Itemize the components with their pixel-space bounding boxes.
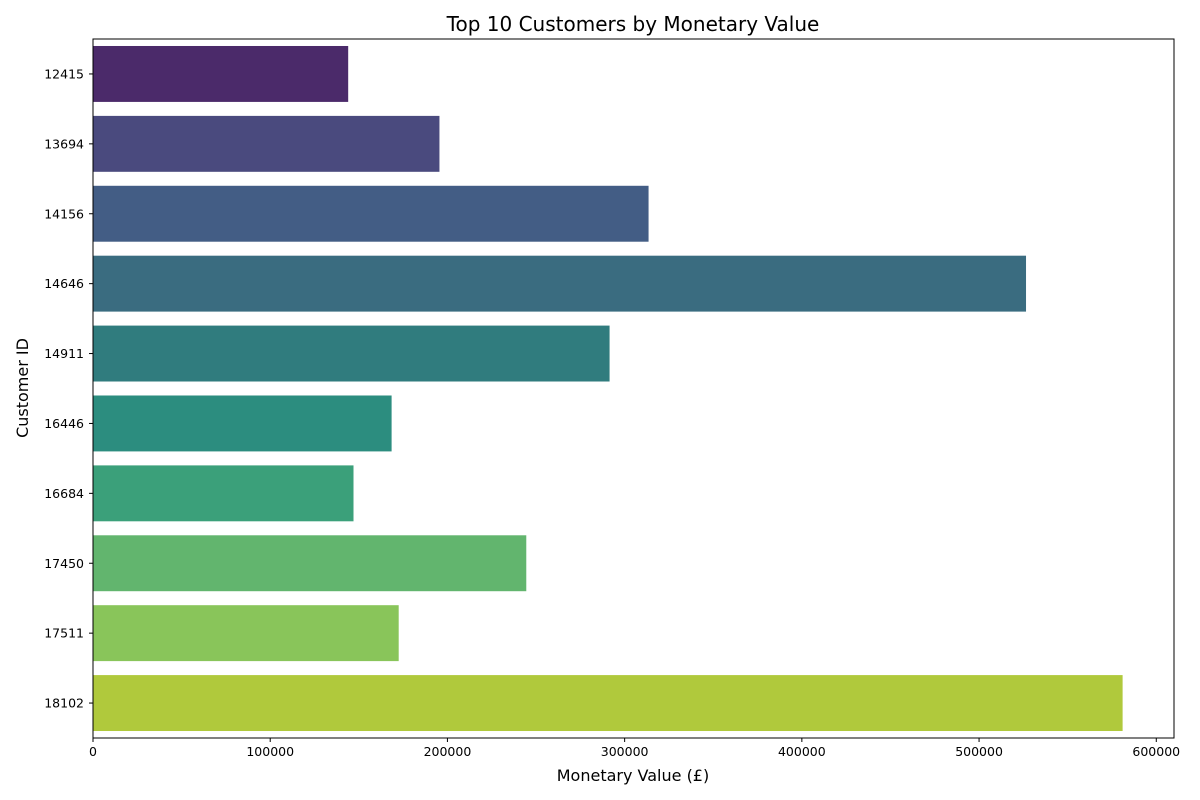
x-tick-label: 200000 <box>424 744 472 759</box>
bar-16446 <box>93 395 392 452</box>
x-ticks-group: 0 100000 200000 300000 400000 500000 600000 <box>89 738 1180 759</box>
bar-18102 <box>93 675 1123 732</box>
bar-16684 <box>93 465 354 522</box>
bars-group <box>93 45 1123 732</box>
x-axis-label: Monetary Value (£) <box>557 766 709 785</box>
y-axis-label: Customer ID <box>13 338 32 438</box>
y-tick-label: 14156 <box>44 206 84 221</box>
y-tick-label: 16446 <box>44 416 84 431</box>
y-tick-label: 17511 <box>44 626 84 641</box>
y-tick-label: 12415 <box>44 66 84 81</box>
x-tick-label: 500000 <box>955 744 1003 759</box>
x-tick-label: 100000 <box>246 744 294 759</box>
bar-12415 <box>93 45 349 102</box>
y-tick-label: 16684 <box>44 486 84 501</box>
bar-13694 <box>93 115 440 172</box>
y-ticks-group: 12415 13694 14156 14646 14911 16446 16684 17450… <box>44 66 93 711</box>
y-tick-label: 14646 <box>44 276 84 291</box>
bar-17511 <box>93 605 399 662</box>
y-tick-label: 17450 <box>44 556 84 571</box>
plot-frame <box>92 38 1175 739</box>
chart-title: Top 10 Customers by Monetary Value <box>446 12 820 36</box>
bar-17450 <box>93 535 527 592</box>
x-tick-label: 300000 <box>601 744 649 759</box>
x-tick-label: 600000 <box>1132 744 1180 759</box>
y-tick-label: 14911 <box>44 346 84 361</box>
y-tick-label: 18102 <box>44 696 84 711</box>
bar-14911 <box>93 325 610 382</box>
x-tick-label: 0 <box>89 744 97 759</box>
x-tick-label: 400000 <box>778 744 826 759</box>
y-tick-label: 13694 <box>44 136 84 151</box>
bar-14156 <box>93 185 649 242</box>
bar-14646 <box>93 255 1027 312</box>
